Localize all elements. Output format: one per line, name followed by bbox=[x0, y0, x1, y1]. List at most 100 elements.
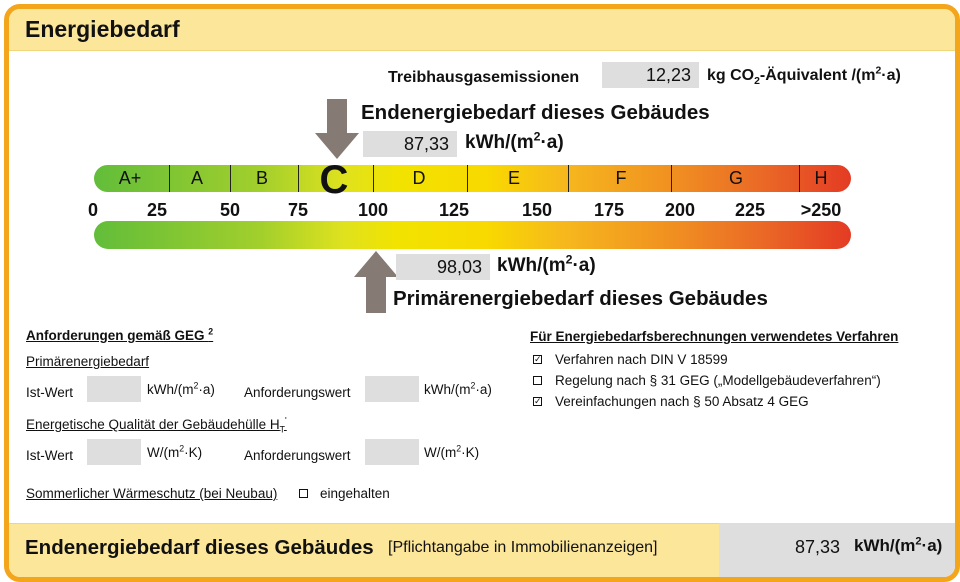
primary-anf-unit-end: ·a) bbox=[475, 382, 492, 397]
primary-energy-arrow-icon bbox=[354, 251, 398, 313]
method-option-checkbox[interactable] bbox=[533, 376, 542, 385]
requirements-heading-text: Anforderungen gemäß GEG bbox=[26, 328, 205, 343]
header-band: Energiebedarf bbox=[9, 9, 955, 51]
emissions-unit-end: ·a) bbox=[881, 67, 901, 84]
emissions-value-box: 12,23 bbox=[602, 62, 699, 88]
class-separator bbox=[568, 165, 569, 192]
scale-tick-label: 175 bbox=[593, 200, 625, 220]
efficiency-class-aplus: A+ bbox=[118, 168, 142, 188]
primary-anf-label: Anforderungswert bbox=[244, 385, 351, 400]
primary-anf-value-box bbox=[365, 376, 419, 402]
method-option-label: Regelung nach § 31 GEG („Modellgebäudeve… bbox=[555, 373, 881, 388]
requirements-heading-sup: 2 bbox=[208, 326, 214, 337]
end-energy-value-box: 87,33 bbox=[363, 131, 457, 157]
footer-unit: kWh/(m2·a) bbox=[854, 536, 942, 556]
end-energy-unit-sup: 2 bbox=[533, 129, 541, 144]
primary-ist-unit-sup: 2 bbox=[193, 380, 199, 391]
primary-anf-unit-sup: 2 bbox=[470, 380, 476, 391]
emissions-unit-sup: 2 bbox=[875, 65, 882, 77]
end-energy-unit-end: ·a) bbox=[540, 132, 564, 153]
primary-energy-gradient-bar bbox=[94, 221, 851, 249]
class-separator bbox=[671, 165, 672, 192]
scale-tick-label: 150 bbox=[521, 200, 553, 220]
emissions-unit-sub: 2 bbox=[754, 76, 760, 88]
class-separator bbox=[298, 165, 299, 192]
quality-anf-unit-sup: 2 bbox=[456, 443, 462, 454]
footer-value-box bbox=[719, 523, 955, 577]
efficiency-class-scale bbox=[94, 165, 851, 192]
efficiency-class-b: B bbox=[255, 168, 269, 188]
end-energy-unit: kWh/(m2·a) bbox=[465, 129, 564, 154]
efficiency-class-e: E bbox=[507, 168, 521, 188]
scale-tick-label: 50 bbox=[219, 200, 241, 220]
requirements-heading: Anforderungen gemäß GEG 2 bbox=[26, 326, 214, 343]
quality-ist-label: Ist-Wert bbox=[26, 448, 73, 463]
quality-heading-sub: T bbox=[279, 424, 286, 435]
energy-certificate-frame: Energiebedarf Treibhausgasemissionen 12,… bbox=[4, 4, 960, 582]
scale-tick-label: 75 bbox=[287, 200, 309, 220]
end-energy-unit-pre: kWh/(m bbox=[465, 132, 534, 153]
primary-ist-label: Ist-Wert bbox=[26, 385, 73, 400]
class-separator bbox=[373, 165, 374, 192]
primary-ist-unit-end: ·a) bbox=[198, 382, 215, 397]
quality-anf-unit-pre: W/(m bbox=[424, 445, 457, 460]
method-option-checkbox[interactable]: ✓ bbox=[533, 355, 542, 364]
method-option-label: Vereinfachungen nach § 50 Absatz 4 GEG bbox=[555, 394, 809, 409]
primary-anf-unit-pre: kWh/(m bbox=[424, 382, 471, 397]
quality-heading-sup: ' bbox=[285, 415, 287, 426]
primary-energy-unit-pre: kWh/(m bbox=[497, 255, 566, 276]
primary-anf-unit: kWh/(m2·a) bbox=[424, 380, 492, 397]
primary-ist-unit: kWh/(m2·a) bbox=[147, 380, 215, 397]
end-energy-arrow-icon bbox=[315, 99, 359, 159]
primary-energy-title: Primärenergiebedarf dieses Gebäudes bbox=[393, 287, 768, 310]
quality-ist-value-box bbox=[87, 439, 141, 465]
emissions-unit-pre: kg CO bbox=[707, 67, 755, 84]
footer-note: [Pflichtangabe in Immobilienanzeigen] bbox=[388, 539, 658, 556]
primary-requirements-heading: Primärenergiebedarf bbox=[26, 354, 150, 369]
quality-anf-label: Anforderungswert bbox=[244, 448, 351, 463]
class-separator bbox=[230, 165, 231, 192]
emissions-unit-post: -Äquivalent /(m bbox=[759, 67, 876, 84]
efficiency-class-g: G bbox=[728, 168, 744, 188]
quality-anf-unit-end: ·K) bbox=[461, 445, 480, 460]
summer-protection-label: Sommerlicher Wärmeschutz (bei Neubau) bbox=[26, 486, 278, 501]
quality-anf-unit: W/(m2·K) bbox=[424, 443, 480, 460]
quality-ist-unit: W/(m2·K) bbox=[147, 443, 203, 460]
primary-energy-value-box: 98,03 bbox=[396, 254, 490, 280]
class-separator bbox=[467, 165, 468, 192]
primary-energy-unit-end: ·a) bbox=[572, 255, 596, 276]
summer-protection-check-label: eingehalten bbox=[320, 486, 390, 501]
scale-tick-label: 200 bbox=[664, 200, 696, 220]
emissions-value: 12,23 bbox=[645, 65, 691, 85]
quality-ist-unit-sup: 2 bbox=[179, 443, 185, 454]
method-option-checkbox[interactable]: ✓ bbox=[533, 397, 542, 406]
efficiency-class-a: A bbox=[190, 168, 204, 188]
footer-unit-end: ·a) bbox=[921, 536, 943, 555]
efficiency-class-c: C bbox=[319, 158, 349, 202]
primary-ist-unit-pre: kWh/(m bbox=[147, 382, 194, 397]
summer-protection-checkbox[interactable] bbox=[299, 489, 308, 498]
method-option-label: Verfahren nach DIN V 18599 bbox=[555, 352, 728, 367]
efficiency-class-h: H bbox=[814, 168, 828, 188]
check-mark-icon: ✓ bbox=[534, 396, 542, 406]
footer-title: Endenergiebedarf dieses Gebäudes bbox=[25, 536, 374, 559]
scale-tick-label: >250 bbox=[800, 200, 842, 220]
quality-heading: Energetische Qualität der Gebäudehülle H… bbox=[26, 415, 287, 435]
footer-unit-sup: 2 bbox=[915, 535, 922, 548]
scale-tick-label: 225 bbox=[734, 200, 766, 220]
end-energy-value: 87,33 bbox=[403, 134, 449, 154]
quality-ist-unit-end: ·K) bbox=[184, 445, 203, 460]
emissions-unit: kg CO2-Äquivalent /(m2·a) bbox=[707, 65, 901, 88]
method-heading: Für Energiebedarfsberechnungen verwendet… bbox=[530, 329, 899, 344]
quality-heading-text: Energetische Qualität der Gebäudehülle H bbox=[26, 417, 280, 432]
efficiency-class-d: D bbox=[412, 168, 426, 188]
primary-energy-unit-sup: 2 bbox=[565, 252, 573, 267]
scale-tick-label: 0 bbox=[87, 200, 99, 220]
class-separator bbox=[799, 165, 800, 192]
quality-anf-value-box bbox=[365, 439, 419, 465]
primary-energy-unit: kWh/(m2·a) bbox=[497, 252, 596, 277]
footer-value: 87,33 bbox=[795, 537, 841, 557]
scale-tick-label: 25 bbox=[146, 200, 168, 220]
scale-tick-label: 125 bbox=[438, 200, 470, 220]
efficiency-class-f: F bbox=[615, 168, 627, 188]
